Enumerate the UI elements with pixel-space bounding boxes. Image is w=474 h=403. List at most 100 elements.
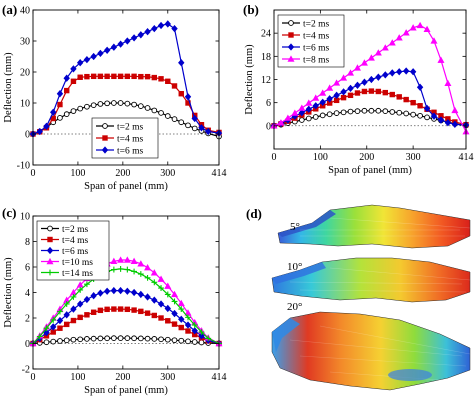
- panel-a-point-0-18: [151, 107, 158, 114]
- panel-a-legend-label-1: t=4 ms: [117, 134, 144, 144]
- panel-c-point-1-18: [151, 312, 158, 319]
- panel-c-point-2-12: [110, 286, 118, 295]
- panel-c-point-0-23: [185, 338, 191, 345]
- fem-edge-5deg: [278, 210, 336, 237]
- panel-b-point-0-15: [375, 107, 382, 114]
- panel-b-point-3-25: [444, 79, 452, 87]
- panel-c-ylabel: Deflection (mm): [3, 257, 14, 328]
- panel-b-point-2-22: [423, 104, 431, 113]
- panel-b-point-1-21: [417, 103, 423, 109]
- panel-b-ytick-label-3: 18: [261, 52, 271, 63]
- panel-c-point-4-1: [36, 333, 43, 340]
- panel-c-point-4-13: [117, 266, 124, 272]
- panel-b-point-3-17: [388, 39, 396, 46]
- panel-c-point-1-23: [185, 328, 191, 334]
- panel-c-point-2-2: [43, 329, 50, 337]
- panel-c-point-1-16: [138, 308, 144, 315]
- panel-c-point-0-16: [137, 335, 144, 342]
- panel-a-point-0-24: [191, 125, 198, 132]
- panel-a-label: (a): [2, 2, 17, 17]
- fem-panel-d: (d) 5° 10° 20°: [246, 204, 471, 391]
- panel-a-point-0-23: [185, 122, 191, 129]
- panel-a-point-2-9: [90, 52, 97, 61]
- panel-c-point-4-18: [151, 279, 158, 286]
- panel-c-point-0-9: [90, 335, 97, 342]
- panel-a-point-2-11: [103, 46, 111, 54]
- angle-label-10deg: 10°: [287, 261, 302, 273]
- fem-surface-20deg: [271, 311, 471, 391]
- panel-c-point-4-19: [158, 285, 164, 291]
- panel-a-ytick-label-0: -10: [17, 161, 30, 172]
- panel-c-point-4-7: [77, 287, 84, 293]
- panel-b-point-3-22: [423, 25, 431, 33]
- panel-a-legend-label-2: t=6 ms: [117, 146, 144, 156]
- panel-a-legend-marker-0: [102, 123, 108, 129]
- angle-label-5deg: 5°: [290, 221, 300, 233]
- panel-a-point-1-13: [117, 73, 124, 80]
- panel-b-point-2-15: [375, 73, 382, 81]
- panel-c-point-0-14: [124, 335, 131, 341]
- panel-c-point-1-10: [97, 307, 104, 314]
- panel-b-point-2-8: [326, 95, 333, 103]
- panel-a-point-2-12: [110, 43, 118, 51]
- panel-b-point-2-5: [305, 105, 312, 113]
- panel-c-point-1-12: [111, 306, 117, 312]
- panel-c-point-4-26: [205, 335, 212, 342]
- panel-a-point-1-17: [144, 73, 151, 80]
- panel-b-point-0-20: [410, 111, 416, 118]
- panel-a-point-0-5: [63, 111, 70, 118]
- panel-b-point-2-23: [430, 112, 438, 120]
- panel-b-point-1-20: [410, 99, 416, 106]
- panel-b-point-0-14: [368, 107, 375, 114]
- panel-c-point-4-23: [185, 314, 191, 321]
- panel-b-xtick-label-2: 200: [359, 152, 374, 163]
- panel-c-point-0-10: [97, 335, 104, 342]
- panel-c-point-3-14: [123, 256, 131, 263]
- panel-a-point-0-12: [111, 100, 117, 106]
- panel-b-xtick-label-0: 0: [272, 152, 277, 163]
- panel-c-legend-marker-2: [46, 246, 54, 255]
- panel-a-xtick-label-3: 300: [160, 168, 175, 179]
- panel-b-point-3-21: [416, 21, 424, 29]
- panel-a-point-0-14: [124, 100, 131, 107]
- panel-a-ytick-label-5: 40: [20, 6, 30, 17]
- panel-b-ytick-label-0: 0: [266, 121, 271, 132]
- panel-a-point-2-6: [70, 65, 77, 73]
- panel-a-ytick-label-1: 0: [25, 130, 30, 141]
- panel-c-point-0-24: [191, 339, 198, 345]
- panel-c-point-4-25: [198, 329, 205, 335]
- panel-c-point-2-17: [144, 293, 151, 301]
- panel-c-legend-label-2: t=6 ms: [62, 247, 89, 257]
- panel-a-point-1-5: [63, 87, 70, 94]
- panel-c-point-3-16: [137, 260, 145, 267]
- panel-b-point-0-19: [403, 110, 410, 117]
- panel-c-xtick-label-4: 414: [212, 372, 227, 383]
- fem-edge-20deg: [272, 318, 300, 352]
- panel-a-legend-marker-1: [102, 135, 108, 141]
- panel-b-point-3-14: [367, 54, 375, 61]
- fem-edge-10deg: [272, 262, 326, 284]
- panel-c-point-2-7: [76, 300, 84, 308]
- panel-b-point-2-26: [451, 120, 459, 128]
- panel-a-point-0-8: [84, 103, 90, 110]
- panel-b-point-2-21: [416, 83, 424, 91]
- panel-a-point-1-16: [138, 73, 144, 80]
- panel-a-xtick-label-2: 200: [115, 168, 130, 179]
- panel-b-point-0-9: [333, 110, 340, 116]
- panel-a-point-1-12: [111, 73, 117, 80]
- panel-d-label: (d): [246, 206, 262, 221]
- fem-blue-patch: [388, 369, 432, 381]
- panel-c-point-4-14: [124, 266, 131, 273]
- panel-c-point-2-3: [50, 323, 57, 331]
- panel-a-axes-frame: [32, 9, 220, 166]
- panel-c-point-1-21: [171, 321, 178, 327]
- panel-a-point-1-14: [124, 73, 131, 80]
- panel-c-xlabel: Span of panel (mm): [84, 385, 168, 396]
- panel-c-point-0-7: [77, 336, 84, 343]
- panel-c-point-0-2: [43, 339, 50, 346]
- panel-b-series-3: [270, 21, 470, 135]
- panel-b-point-3-23: [430, 37, 438, 44]
- panel-c-point-0-6: [70, 336, 77, 343]
- panel-a-point-2-17: [144, 28, 151, 36]
